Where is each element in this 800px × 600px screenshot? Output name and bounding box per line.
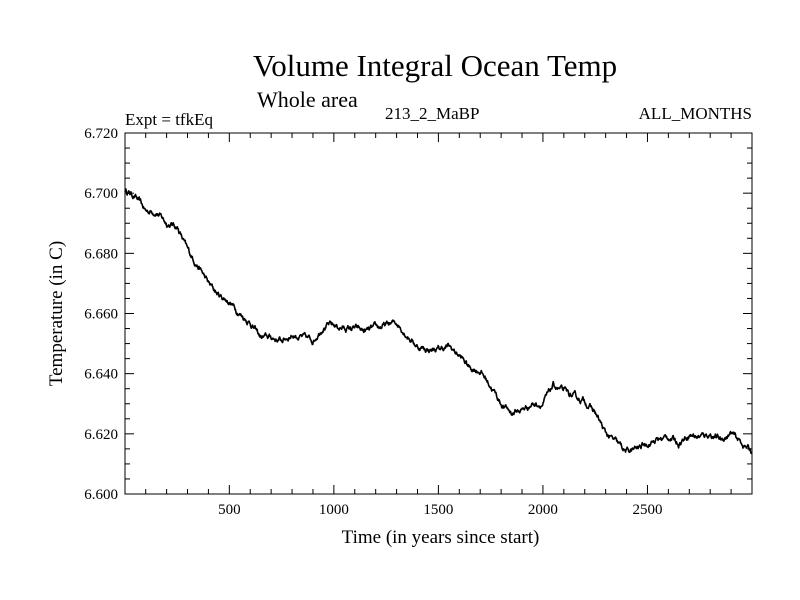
x-tick-label: 2000 (528, 502, 558, 518)
x-tick-label: 2500 (632, 502, 662, 518)
months-label: ALL_MONTHS (638, 104, 752, 123)
y-tick-label: 6.600 (84, 487, 118, 503)
series-line (124, 188, 753, 455)
y-tick-label: 6.680 (84, 246, 118, 262)
x-axis-label: Time (in years since start) (342, 527, 540, 548)
y-tick-label: 6.700 (84, 186, 118, 202)
chart-title: Volume Integral Ocean Temp (252, 48, 618, 83)
y-tick-label: 6.720 (84, 126, 118, 142)
series-layer (124, 188, 753, 455)
labels-layer: 500 1000 1500 2000 2500 6.600 6.620 6.640 6.660 6… (84, 126, 662, 518)
chart-subtitle: Whole area (257, 87, 358, 112)
x-tick-label: 1500 (423, 502, 453, 518)
y-tick-label: 6.620 (84, 427, 118, 443)
y-axis-label: Temperature (in C) (46, 241, 67, 386)
x-tick-label: 1000 (319, 502, 349, 518)
y-tick-label: 6.660 (84, 307, 118, 323)
y-tick-label: 6.640 (84, 367, 118, 383)
experiment-label: Expt = tfkEq (125, 110, 213, 129)
plot-frame (124, 132, 753, 495)
run-id-label: 213_2_MaBP (385, 104, 480, 123)
x-tick-label: 500 (218, 502, 241, 518)
